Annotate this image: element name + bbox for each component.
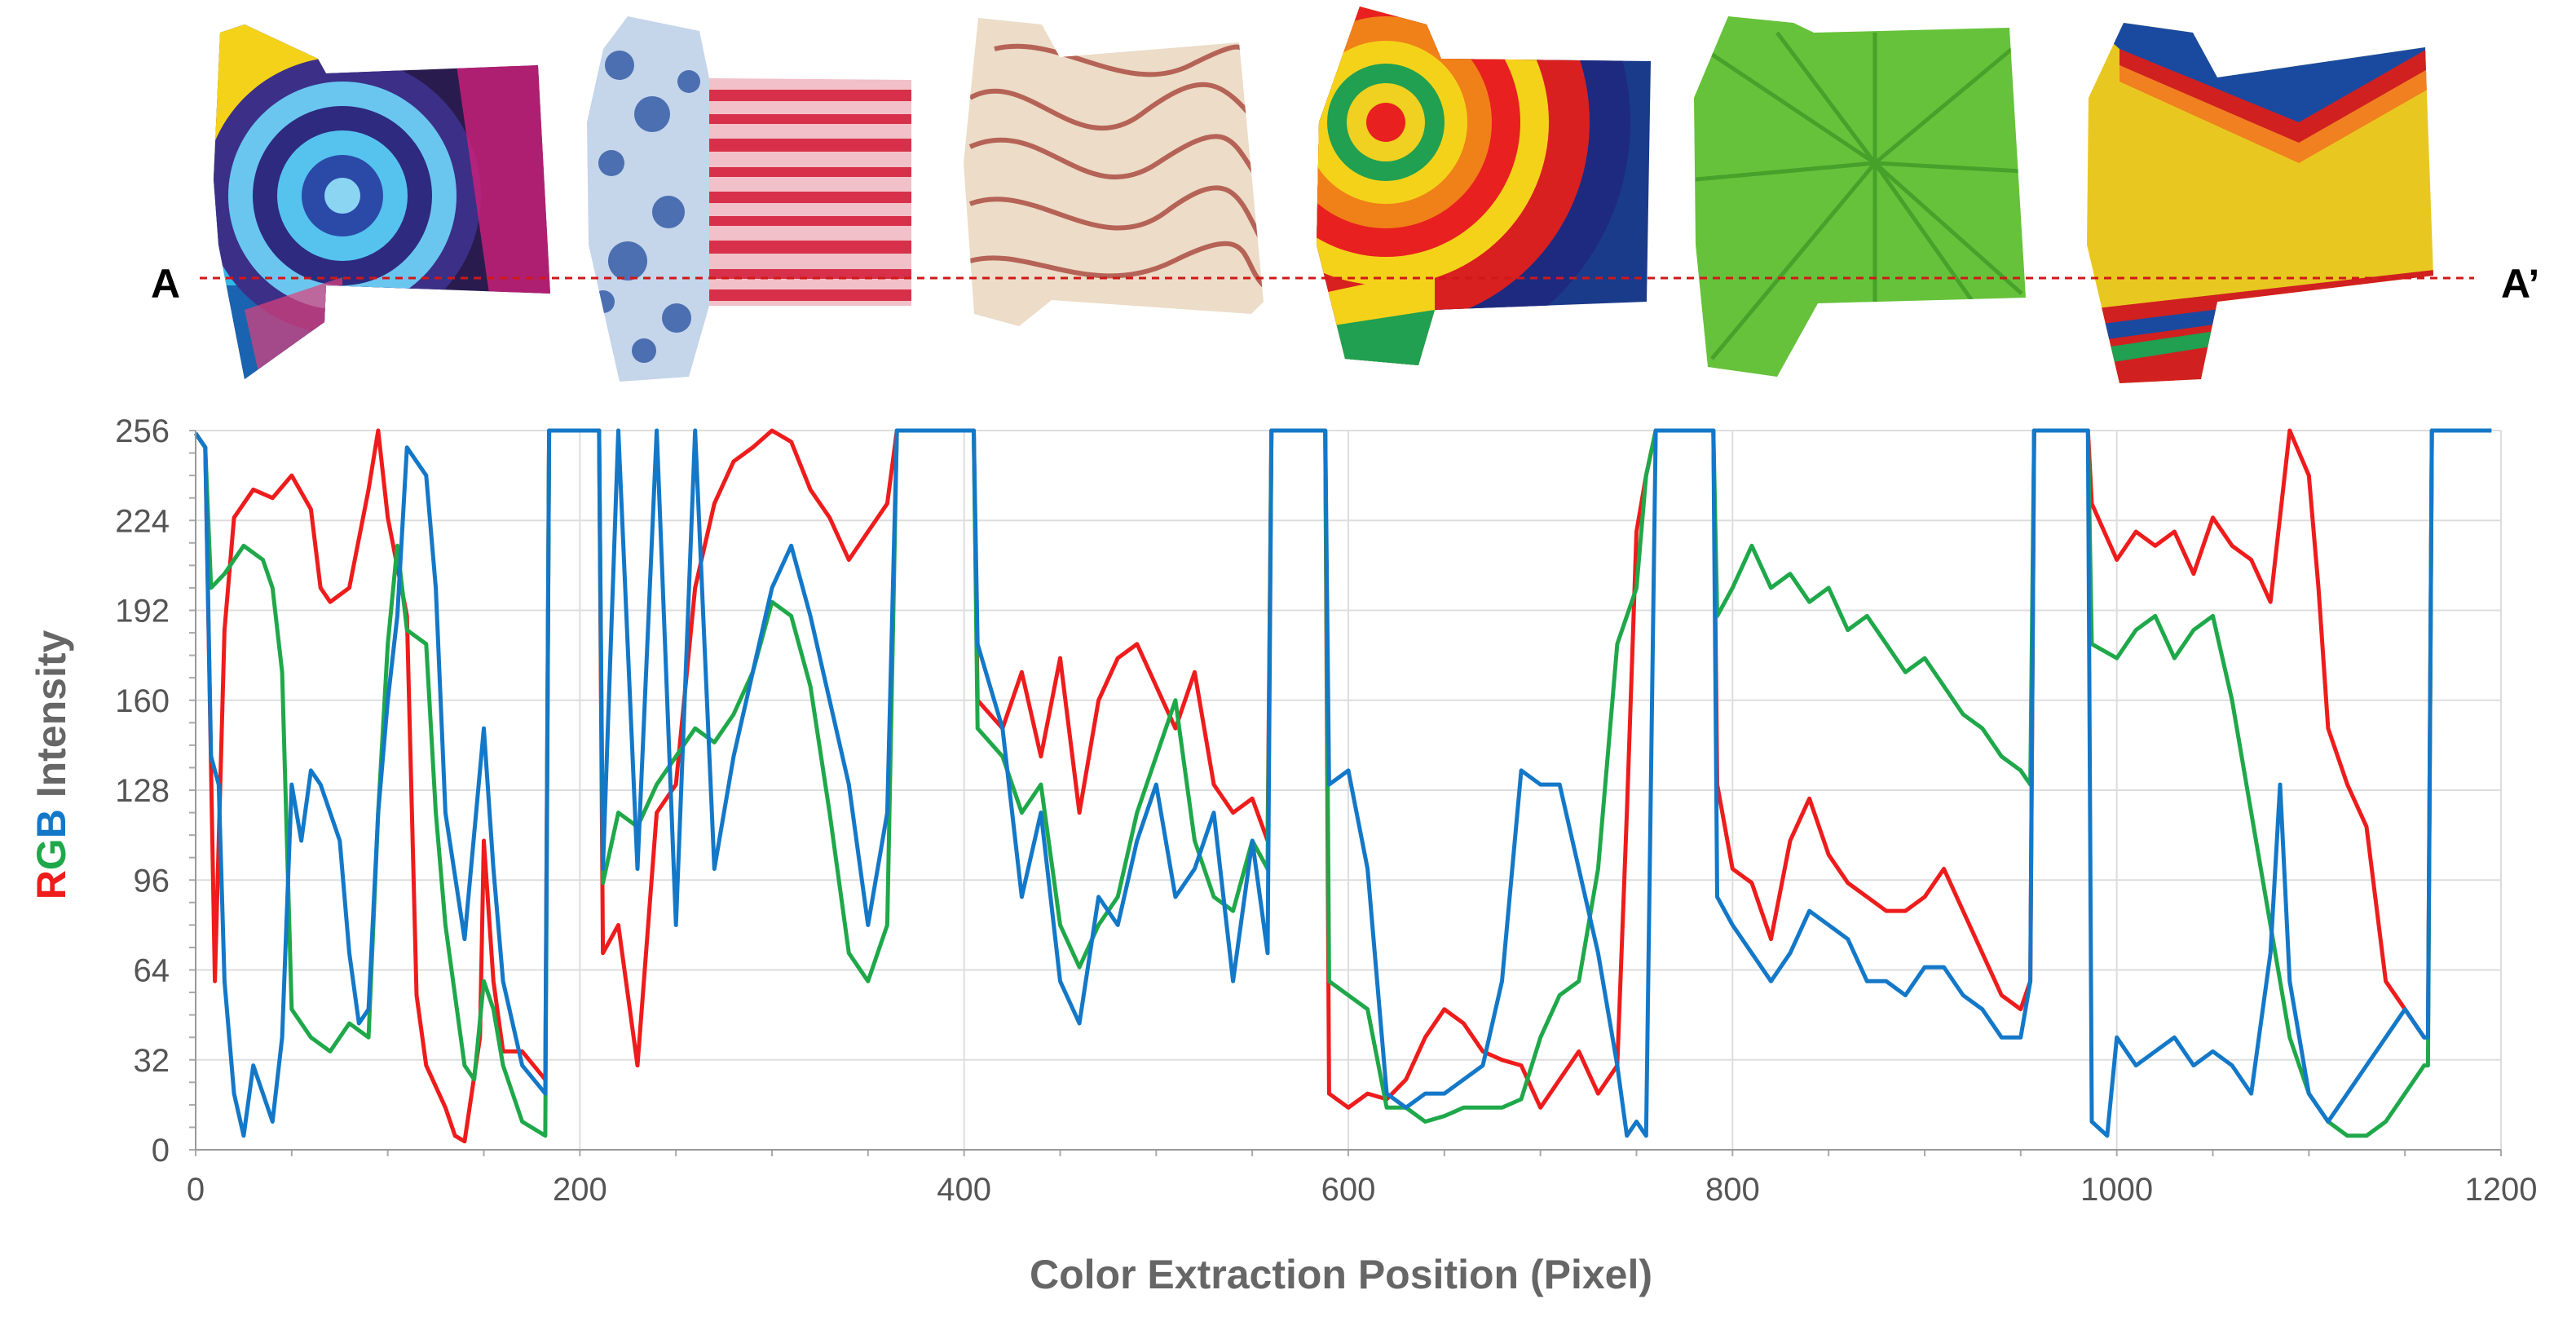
x-tick-label: 400 <box>937 1172 991 1208</box>
x-axis-title: Color Extraction Position (Pixel) <box>1030 1252 1652 1297</box>
shirt-5-image <box>1694 16 2026 377</box>
y-tick-label: 224 <box>115 503 170 539</box>
y-tick-label: 160 <box>115 683 170 719</box>
y-axis-title-r: R <box>29 870 74 899</box>
chart-axes <box>189 430 2502 1156</box>
y-tick-label: 0 <box>152 1133 170 1169</box>
y-tick-label: 192 <box>115 594 170 630</box>
x-tick-label: 1200 <box>2465 1172 2538 1208</box>
y-tick-label: 256 <box>115 413 170 449</box>
marker-start-label: A <box>151 261 180 307</box>
x-tick-label: 0 <box>187 1172 205 1208</box>
y-tick-labels: 0 32 64 96 128 160 192 224 256 <box>115 413 170 1169</box>
y-axis-title: RGB Intensity <box>29 630 74 900</box>
x-tick-label: 1000 <box>2080 1172 2153 1208</box>
y-axis-title-g: G <box>29 838 74 870</box>
x-tick-labels: 0 200 400 600 800 1000 1200 <box>187 1172 2538 1208</box>
marker-end-label: A’ <box>2501 261 2539 307</box>
series-line-g <box>193 428 2492 1138</box>
x-tick-label: 200 <box>553 1172 607 1208</box>
y-axis-title-b: B <box>29 809 74 838</box>
x-tick-label: 800 <box>1705 1172 1760 1208</box>
y-tick-label: 96 <box>134 863 170 899</box>
chart-series-group <box>193 428 2492 1144</box>
y-axis-title-rest: Intensity <box>29 630 74 810</box>
series-line-r <box>193 428 2492 1144</box>
y-tick-label: 32 <box>134 1043 170 1079</box>
series-line-b <box>193 428 2492 1138</box>
chart-grid <box>195 430 2502 1151</box>
shirt-6-image <box>2087 23 2433 383</box>
x-tick-label: 600 <box>1321 1172 1376 1208</box>
shirt-2-image <box>587 16 911 382</box>
shirt-1-image <box>214 24 550 379</box>
y-tick-label: 128 <box>115 773 170 809</box>
y-tick-label: 64 <box>134 953 170 989</box>
shirt-3-image <box>964 18 1264 326</box>
